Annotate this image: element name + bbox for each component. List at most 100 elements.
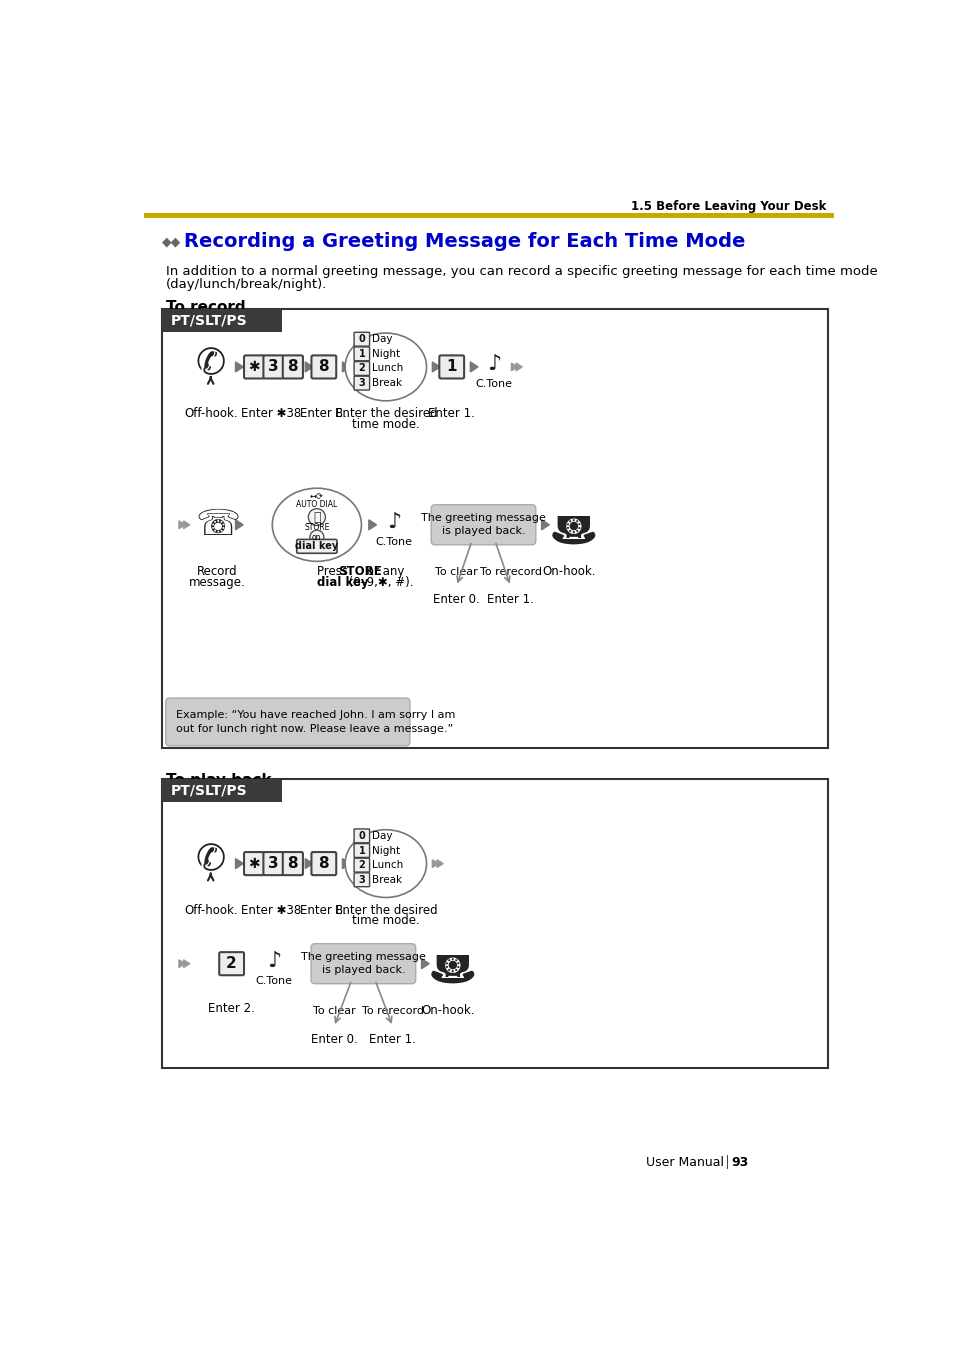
Text: Press: Press xyxy=(316,565,352,578)
Text: 3: 3 xyxy=(268,857,278,871)
Text: Enter 8.: Enter 8. xyxy=(300,407,347,420)
Text: Enter 0.: Enter 0. xyxy=(433,593,479,605)
Text: (0–9,✱, #).: (0–9,✱, #). xyxy=(344,576,413,589)
Text: 1: 1 xyxy=(358,349,365,359)
Text: 8: 8 xyxy=(287,857,298,871)
Text: ◆◆: ◆◆ xyxy=(162,235,181,249)
Text: PT/SLT/PS: PT/SLT/PS xyxy=(171,313,248,328)
FancyBboxPatch shape xyxy=(311,852,335,875)
Polygon shape xyxy=(305,859,313,869)
FancyBboxPatch shape xyxy=(354,362,369,376)
Text: To play back: To play back xyxy=(166,773,271,788)
FancyBboxPatch shape xyxy=(439,355,464,378)
Text: 3: 3 xyxy=(358,874,365,885)
Text: or any: or any xyxy=(363,565,404,578)
Text: ♪: ♪ xyxy=(267,951,281,970)
Text: STORE: STORE xyxy=(338,565,382,578)
Text: ✱: ✱ xyxy=(248,359,259,374)
FancyBboxPatch shape xyxy=(282,355,303,378)
Polygon shape xyxy=(470,362,477,372)
Text: Enter 1.: Enter 1. xyxy=(428,407,475,420)
Text: Enter 1.: Enter 1. xyxy=(369,1034,416,1046)
Text: ✆: ✆ xyxy=(195,347,226,381)
Text: ✆: ✆ xyxy=(195,843,226,878)
Text: ☏: ☏ xyxy=(195,508,240,542)
Ellipse shape xyxy=(345,830,426,897)
Bar xyxy=(162,780,282,802)
Polygon shape xyxy=(235,362,243,372)
Text: Enter 1.: Enter 1. xyxy=(487,593,534,605)
Polygon shape xyxy=(432,859,438,867)
Text: ☎: ☎ xyxy=(544,505,593,544)
Text: 3: 3 xyxy=(268,359,278,374)
FancyBboxPatch shape xyxy=(244,852,264,875)
Text: On-hook.: On-hook. xyxy=(541,565,595,578)
Text: time mode.: time mode. xyxy=(352,417,419,431)
Text: 2: 2 xyxy=(358,861,365,870)
Text: ♪: ♪ xyxy=(487,354,501,374)
Text: (day/lunch/break/night).: (day/lunch/break/night). xyxy=(166,278,327,292)
Text: Lunch: Lunch xyxy=(372,861,403,870)
FancyBboxPatch shape xyxy=(311,355,335,378)
Circle shape xyxy=(308,508,325,526)
FancyBboxPatch shape xyxy=(282,852,303,875)
Text: 1: 1 xyxy=(358,846,365,855)
Text: AUTO DIAL: AUTO DIAL xyxy=(296,500,337,509)
FancyBboxPatch shape xyxy=(354,858,369,871)
Text: User Manual: User Manual xyxy=(645,1156,723,1169)
Text: dial key: dial key xyxy=(316,576,368,589)
Text: PT/SLT/PS: PT/SLT/PS xyxy=(171,784,248,797)
Polygon shape xyxy=(179,521,185,528)
FancyBboxPatch shape xyxy=(296,539,336,554)
Text: Day: Day xyxy=(372,334,392,345)
Ellipse shape xyxy=(272,488,361,562)
FancyBboxPatch shape xyxy=(354,347,369,361)
Text: To rerecord: To rerecord xyxy=(361,1006,423,1016)
Text: on: on xyxy=(312,532,321,542)
Bar xyxy=(726,1155,727,1169)
Text: Record: Record xyxy=(197,565,237,578)
Polygon shape xyxy=(342,362,350,372)
FancyBboxPatch shape xyxy=(219,952,244,975)
Text: 1.5 Before Leaving Your Desk: 1.5 Before Leaving Your Desk xyxy=(630,200,825,213)
FancyBboxPatch shape xyxy=(166,698,410,746)
Text: 2: 2 xyxy=(226,957,236,971)
FancyBboxPatch shape xyxy=(311,943,416,984)
Text: ⏻: ⏻ xyxy=(313,511,320,524)
Polygon shape xyxy=(421,959,429,969)
Text: Off-hook.: Off-hook. xyxy=(184,407,237,420)
FancyBboxPatch shape xyxy=(354,873,369,886)
FancyBboxPatch shape xyxy=(354,830,369,843)
Text: ☎: ☎ xyxy=(424,944,473,982)
Text: 8: 8 xyxy=(318,857,329,871)
Bar xyxy=(162,309,827,748)
Bar xyxy=(162,309,282,332)
Text: To clear: To clear xyxy=(435,567,477,577)
Polygon shape xyxy=(541,520,549,530)
Text: Day: Day xyxy=(372,831,392,840)
Text: The greeting message
is played back.: The greeting message is played back. xyxy=(300,952,425,975)
Text: 3: 3 xyxy=(358,378,365,388)
Ellipse shape xyxy=(345,334,426,401)
Text: The greeting message
is played back.: The greeting message is played back. xyxy=(420,513,545,536)
Text: C.Tone: C.Tone xyxy=(375,536,413,547)
Text: message.: message. xyxy=(189,576,246,589)
Polygon shape xyxy=(183,521,190,528)
Text: Lunch: Lunch xyxy=(372,363,403,373)
FancyBboxPatch shape xyxy=(354,843,369,858)
Text: C.Tone: C.Tone xyxy=(255,975,293,986)
Circle shape xyxy=(310,530,323,544)
Text: time mode.: time mode. xyxy=(352,915,419,927)
Text: Enter ✱38.: Enter ✱38. xyxy=(241,904,305,916)
Text: dial key: dial key xyxy=(294,542,338,551)
Text: Night: Night xyxy=(372,349,399,359)
Text: Break: Break xyxy=(372,874,401,885)
Text: 0: 0 xyxy=(358,334,365,345)
FancyBboxPatch shape xyxy=(263,355,283,378)
Polygon shape xyxy=(369,520,376,530)
FancyBboxPatch shape xyxy=(244,355,264,378)
Text: Enter 2.: Enter 2. xyxy=(208,1002,254,1015)
Text: 8: 8 xyxy=(287,359,298,374)
Text: ✱: ✱ xyxy=(248,857,259,870)
Text: Enter the desired: Enter the desired xyxy=(335,407,436,420)
